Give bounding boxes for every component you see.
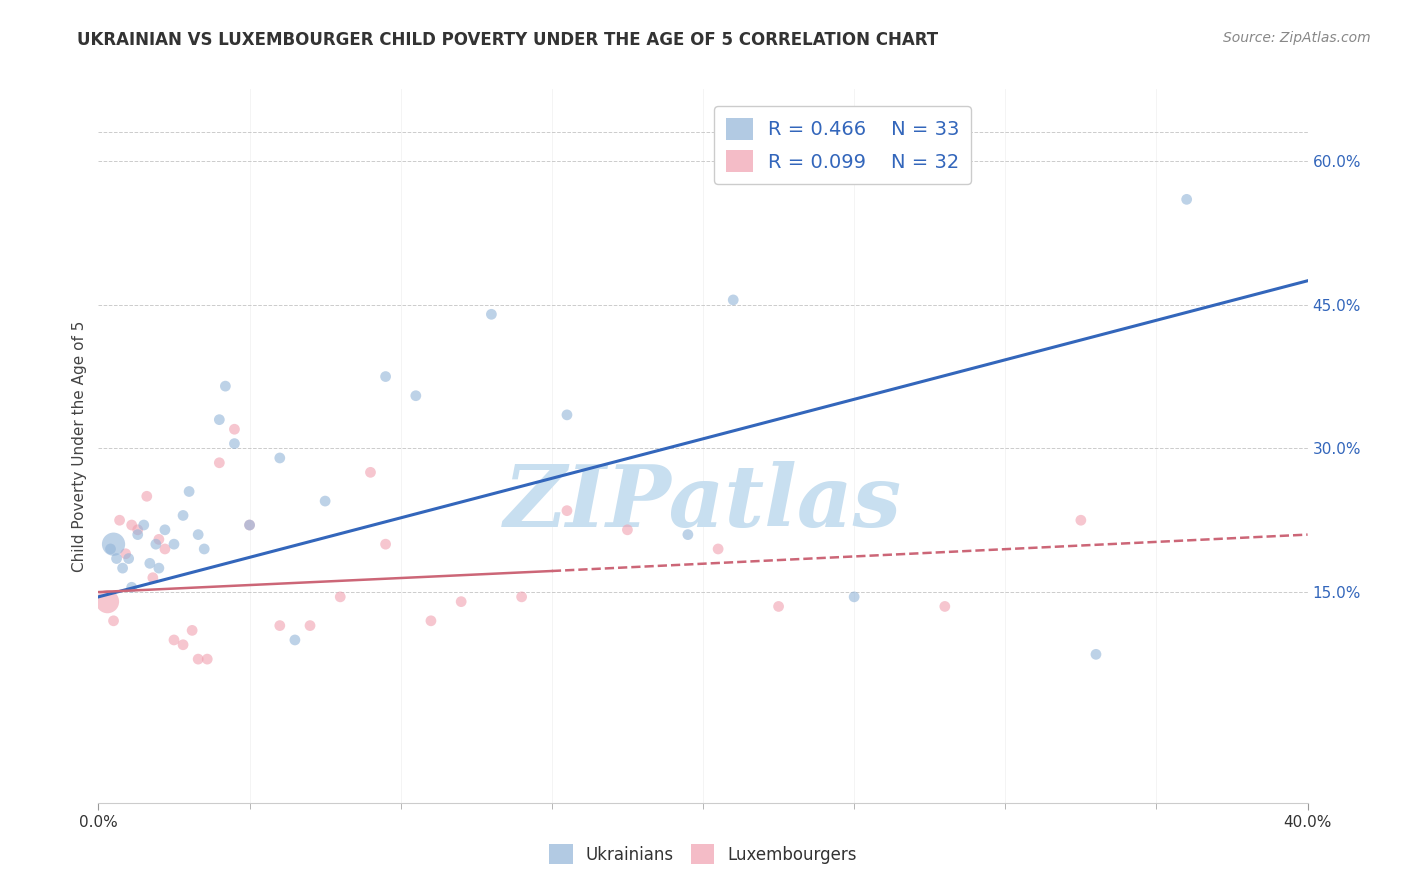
Point (555, 503, 578, 517)
Point (616, 523, 638, 537)
Point (214, 379, 236, 393)
Point (127, 523, 149, 537)
Point (208, 456, 231, 470)
Point (193, 541, 215, 556)
Point (163, 632, 186, 647)
Point (148, 561, 170, 575)
Point (114, 547, 136, 561)
Point (269, 618, 291, 632)
Point (360, 466, 382, 480)
Point (844, 590, 866, 604)
Point (105, 551, 128, 566)
Point (153, 541, 176, 556)
Point (100, 541, 122, 556)
Text: Source: ZipAtlas.com: Source: ZipAtlas.com (1223, 31, 1371, 45)
Point (934, 599, 956, 614)
Point (148, 533, 170, 547)
Point (121, 518, 143, 533)
Point (450, 594, 472, 608)
Point (299, 618, 322, 632)
Point (1175, 192, 1198, 206)
Point (195, 652, 218, 666)
Point (1085, 648, 1108, 662)
Point (135, 489, 157, 503)
Point (103, 614, 125, 628)
Point (224, 436, 246, 450)
Point (676, 527, 699, 541)
Point (707, 541, 730, 556)
Point (239, 518, 262, 533)
Point (374, 537, 396, 551)
Point (179, 484, 201, 499)
Point (121, 580, 143, 594)
Point (374, 369, 396, 384)
Y-axis label: Child Poverty Under the Age of 5: Child Poverty Under the Age of 5 (72, 320, 87, 572)
Point (108, 513, 131, 527)
Point (510, 590, 533, 604)
Point (768, 599, 790, 614)
Point (481, 307, 503, 321)
Point (208, 412, 231, 426)
Point (153, 523, 176, 537)
Point (187, 527, 209, 541)
Point (181, 624, 204, 638)
Point (118, 551, 141, 566)
Point (239, 518, 262, 533)
Point (142, 571, 165, 585)
Point (103, 537, 125, 551)
Point (269, 450, 291, 465)
Point (284, 632, 307, 647)
Legend: Ukrainians, Luxembourgers: Ukrainians, Luxembourgers (543, 838, 863, 871)
Point (145, 537, 167, 551)
Point (127, 527, 149, 541)
Text: ZIPatlas: ZIPatlas (503, 461, 903, 545)
Text: UKRAINIAN VS LUXEMBOURGER CHILD POVERTY UNDER THE AGE OF 5 CORRELATION CHART: UKRAINIAN VS LUXEMBOURGER CHILD POVERTY … (77, 31, 938, 49)
Point (96, 594, 118, 608)
Point (187, 652, 209, 666)
Point (172, 638, 194, 652)
Point (139, 557, 162, 571)
Point (723, 293, 745, 307)
Point (405, 389, 427, 403)
Point (172, 508, 194, 523)
Point (329, 590, 352, 604)
Point (555, 408, 578, 422)
Point (111, 561, 134, 575)
Point (1070, 513, 1092, 527)
Point (163, 537, 186, 551)
Point (224, 422, 246, 436)
Point (420, 614, 443, 628)
Point (132, 518, 155, 533)
Legend: R = 0.466    N = 33, R = 0.099    N = 32: R = 0.466 N = 33, R = 0.099 N = 32 (714, 106, 972, 184)
Point (314, 494, 336, 508)
